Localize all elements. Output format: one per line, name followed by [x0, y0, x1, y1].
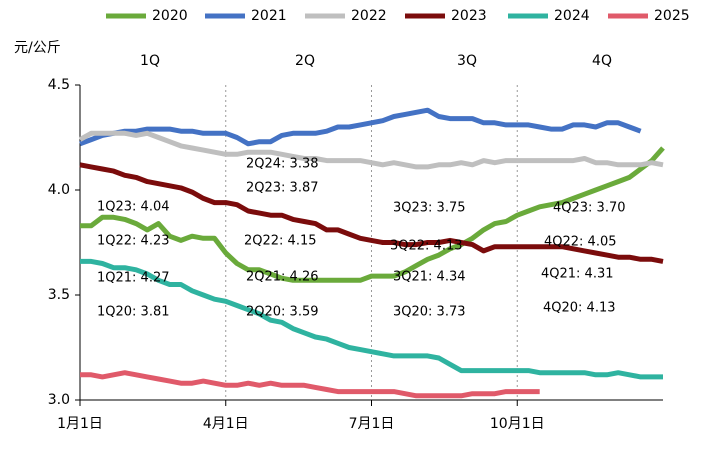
series-line — [80, 258, 663, 380]
x-tick-label: 1月1日 — [57, 416, 103, 432]
x-tick-label: 10月1日 — [490, 416, 545, 432]
annotation: 4Q22: 4.05 — [544, 235, 617, 250]
quarter-label: 4Q — [592, 53, 612, 69]
y-tick-label: 4.0 — [48, 182, 70, 198]
annotation: 3Q23: 3.75 — [393, 201, 466, 216]
annotation: 2Q21: 4.26 — [246, 270, 319, 285]
x-tick-label: 7月1日 — [349, 416, 395, 432]
legend-label: 2024 — [554, 8, 590, 24]
x-tick-label: 4月1日 — [203, 416, 249, 432]
series-line — [79, 107, 642, 147]
quarter-label: 2Q — [295, 53, 315, 69]
y-tick-label: 4.5 — [48, 77, 70, 93]
series-line — [78, 130, 664, 170]
series-line — [79, 162, 664, 264]
annotation: 3Q22: 4.13 — [390, 239, 463, 254]
legend-label: 2025 — [654, 8, 690, 24]
legend-label: 2022 — [351, 8, 387, 24]
annotation: 1Q21: 4.27 — [97, 271, 170, 286]
annotation: 2Q22: 4.15 — [244, 234, 317, 249]
annotation: 2Q24: 3.38 — [246, 157, 319, 172]
annotation: 1Q22: 4.23 — [97, 234, 170, 249]
quarter-label: 3Q — [457, 53, 477, 69]
annotation: 2Q23: 3.87 — [246, 181, 319, 196]
y-tick-label: 3.0 — [48, 392, 70, 408]
annotation: 2Q20: 3.59 — [246, 305, 319, 320]
annotation: 4Q21: 4.31 — [541, 267, 614, 282]
annotation: 3Q20: 3.73 — [393, 305, 466, 320]
y-axis-label: 元/公斤 — [14, 40, 61, 56]
annotation: 1Q20: 3.81 — [97, 305, 170, 320]
annotation: 4Q20: 4.13 — [543, 301, 616, 316]
quarter-label: 1Q — [140, 53, 160, 69]
series-line — [80, 146, 665, 283]
annotation: 1Q23: 4.04 — [97, 200, 170, 215]
series-line — [80, 370, 540, 399]
y-tick-label: 3.5 — [48, 287, 70, 303]
legend-label: 2023 — [451, 8, 487, 24]
legend-label: 2021 — [251, 8, 287, 24]
annotation: 4Q23: 3.70 — [553, 201, 626, 216]
annotation: 3Q21: 4.34 — [393, 270, 466, 285]
legend-label: 2020 — [152, 8, 188, 24]
